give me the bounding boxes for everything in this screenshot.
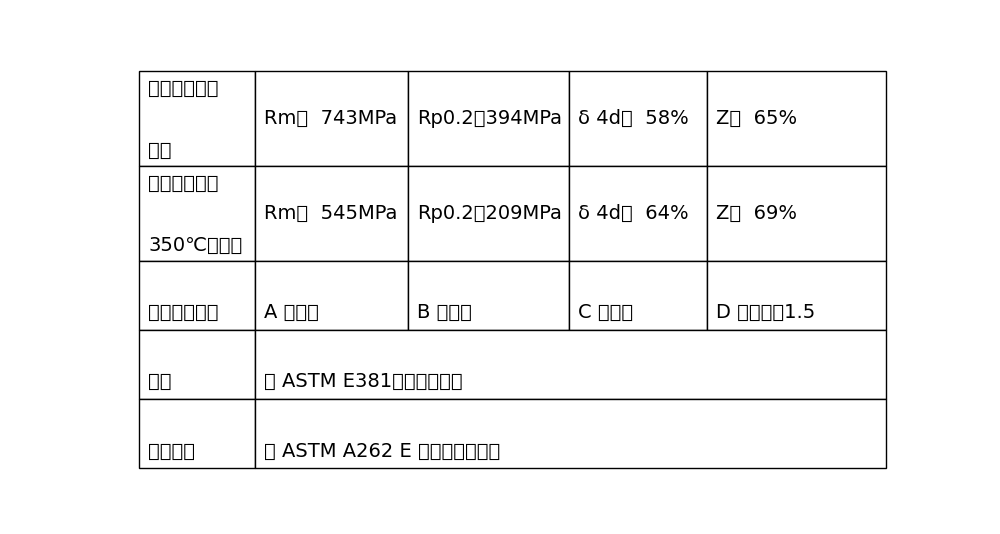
Bar <box>139 166 255 261</box>
Bar <box>255 399 886 468</box>
Text: B 类：无: B 类：无 <box>417 303 472 323</box>
Bar <box>255 166 408 261</box>
Bar <box>408 261 569 330</box>
Bar <box>255 72 408 166</box>
Text: D 类细系：1.5: D 类细系：1.5 <box>716 303 815 323</box>
Bar <box>255 261 408 330</box>
Bar <box>139 72 255 166</box>
Text: A 类：无: A 类：无 <box>264 303 319 323</box>
Text: 按 ASTM E381，检测为合格: 按 ASTM E381，检测为合格 <box>264 372 463 391</box>
Bar <box>707 166 886 261</box>
Text: Rm：  743MPa: Rm： 743MPa <box>264 109 397 128</box>
Text: Z：  65%: Z： 65% <box>716 109 797 128</box>
Text: Rp0.2：394MPa: Rp0.2：394MPa <box>417 109 562 128</box>
Bar <box>139 399 255 468</box>
Bar <box>139 330 255 399</box>
Text: Rp0.2：209MPa: Rp0.2：209MPa <box>417 204 562 223</box>
Text: Z：  69%: Z： 69% <box>716 204 797 223</box>
Bar <box>408 72 569 166</box>
Text: 室温力学性能

横向: 室温力学性能 横向 <box>148 79 219 160</box>
Bar <box>569 166 707 261</box>
Text: 低倍: 低倍 <box>148 372 172 391</box>
Text: 按 ASTM A262 E 法，检测为合格: 按 ASTM A262 E 法，检测为合格 <box>264 442 500 460</box>
Text: C 类：无: C 类：无 <box>578 303 633 323</box>
Bar <box>139 261 255 330</box>
Bar <box>569 72 707 166</box>
Text: 非金属夹杂物: 非金属夹杂物 <box>148 303 219 323</box>
Bar <box>707 261 886 330</box>
Bar <box>255 330 886 399</box>
Bar <box>569 261 707 330</box>
Bar <box>707 72 886 166</box>
Text: δ 4d：  58%: δ 4d： 58% <box>578 109 689 128</box>
Text: Rm：  545MPa: Rm： 545MPa <box>264 204 397 223</box>
Text: δ 4d：  64%: δ 4d： 64% <box>578 204 688 223</box>
Text: 晶间腐蚀: 晶间腐蚀 <box>148 442 195 460</box>
Text: 高温力学性能

350℃、横向: 高温力学性能 350℃、横向 <box>148 174 242 255</box>
Bar <box>408 166 569 261</box>
